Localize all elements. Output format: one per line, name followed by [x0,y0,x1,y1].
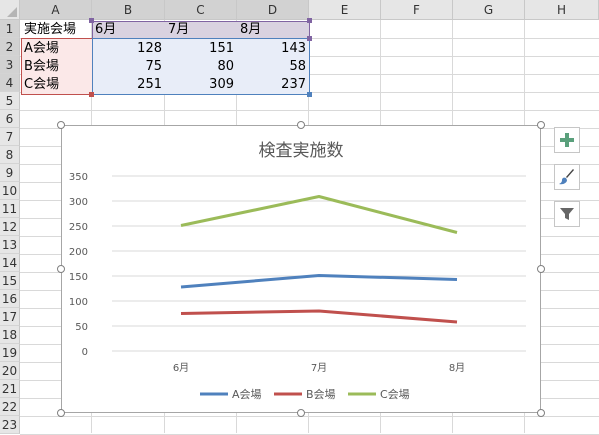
series-line-b[interactable] [181,311,457,322]
row-header-19[interactable]: 19 [0,344,20,362]
row-header-23[interactable]: 23 [0,416,20,434]
y-tick-label: 250 [69,222,88,233]
chart-area[interactable]: 検査実施数 0 50 100 150 200 250 300 350 6月 7月 8月 A会場 B会… [61,125,541,413]
row-header-10[interactable]: 10 [0,182,20,200]
plus-icon [559,132,575,148]
column-header-c[interactable]: C [165,0,237,20]
row-header-1[interactable]: 1 [0,20,20,38]
select-all-corner[interactable] [0,0,20,20]
cell-d1[interactable]: 8月 [237,21,309,39]
chart-styles-button[interactable] [554,164,580,190]
cell-b1[interactable]: 6月 [92,21,165,39]
series-line-c[interactable] [181,197,457,233]
chart-resize-handle[interactable] [537,409,545,417]
y-tick-label: 300 [69,197,88,208]
row-header-4[interactable]: 4 [0,74,20,92]
x-tick-label: 7月 [311,362,327,374]
cell-a3[interactable]: B会場 [21,58,92,76]
x-tick-label: 8月 [449,362,465,374]
row-header-9[interactable]: 9 [0,164,20,182]
chart-filters-button[interactable] [554,201,580,227]
y-tick-label: 100 [69,297,88,308]
cell-c3[interactable]: 80 [165,58,237,76]
cell-b2[interactable]: 128 [92,40,165,58]
cell-d3[interactable]: 58 [237,58,309,76]
cell-a4[interactable]: C会場 [21,76,92,94]
row-gridline [20,110,599,111]
cell-b3[interactable]: 75 [92,58,165,76]
row-header-20[interactable]: 20 [0,362,20,380]
row-header-6[interactable]: 6 [0,110,20,128]
row-gridline [20,416,599,417]
column-header-a[interactable]: A [20,0,92,20]
y-tick-label: 200 [69,247,88,258]
cell-c2[interactable]: 151 [165,40,237,58]
row-header-11[interactable]: 11 [0,200,20,218]
row-header-16[interactable]: 16 [0,290,20,308]
chart-resize-handle[interactable] [57,121,65,129]
y-tick-label: 50 [75,322,88,333]
cell-a1[interactable]: 実施会場 [21,21,92,39]
cell-b4[interactable]: 251 [92,76,165,94]
line-chart: 検査実施数 0 50 100 150 200 250 300 350 6月 7月 8月 A会場 B会… [62,126,540,412]
chart-resize-handle[interactable] [57,409,65,417]
brush-icon [558,168,576,186]
cell-c1[interactable]: 7月 [165,21,237,39]
cell-d4[interactable]: 237 [237,76,309,94]
row-header-13[interactable]: 13 [0,236,20,254]
y-tick-label: 150 [69,272,88,283]
y-tick-label: 0 [82,347,88,358]
legend-label-b: B会場 [306,388,336,401]
column-header-e[interactable]: E [309,0,381,20]
cell-d2[interactable]: 143 [237,40,309,58]
chart-title: 検査実施数 [259,141,344,161]
chart-resize-handle[interactable] [297,409,305,417]
column-header-d[interactable]: D [237,0,309,20]
chart-resize-handle[interactable] [537,265,545,273]
row-header-5[interactable]: 5 [0,92,20,110]
row-header-7[interactable]: 7 [0,128,20,146]
row-header-12[interactable]: 12 [0,218,20,236]
column-header-h[interactable]: H [525,0,599,20]
column-header-b[interactable]: B [92,0,165,20]
filter-icon [558,205,576,223]
x-tick-label: 6月 [173,362,189,374]
row-header-17[interactable]: 17 [0,308,20,326]
row-header-3[interactable]: 3 [0,56,20,74]
chart-resize-handle[interactable] [57,265,65,273]
column-header-g[interactable]: G [453,0,525,20]
chart-elements-button[interactable] [554,127,580,153]
column-header-f[interactable]: F [381,0,453,20]
cell-c4[interactable]: 309 [165,76,237,94]
row-header-22[interactable]: 22 [0,398,20,416]
row-header-8[interactable]: 8 [0,146,20,164]
cell-a2[interactable]: A会場 [21,40,92,58]
row-header-14[interactable]: 14 [0,254,20,272]
series-line-a[interactable] [181,276,457,288]
chart-resize-handle[interactable] [297,121,305,129]
legend-label-a: A会場 [232,388,262,401]
legend-label-c: C会場 [380,388,410,401]
chart-resize-handle[interactable] [537,121,545,129]
row-header-15[interactable]: 15 [0,272,20,290]
row-header-18[interactable]: 18 [0,326,20,344]
row-header-2[interactable]: 2 [0,38,20,56]
row-header-21[interactable]: 21 [0,380,20,398]
y-tick-label: 350 [69,172,88,183]
